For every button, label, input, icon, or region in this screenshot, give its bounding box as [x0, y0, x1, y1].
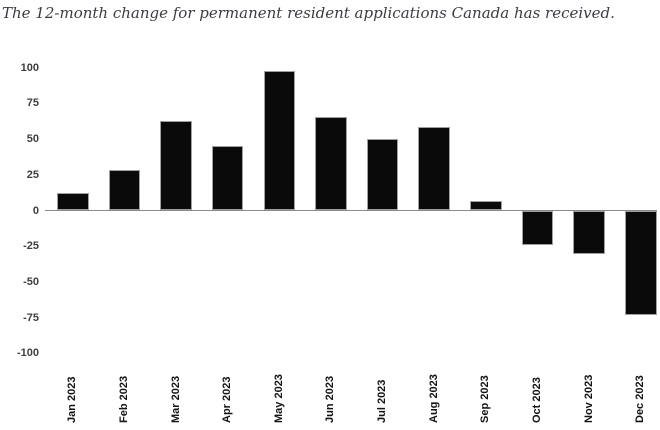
x-axis-label: Sep 2023	[479, 375, 492, 423]
bar-sep-2023	[470, 201, 502, 210]
x-axis-label: Dec 2023	[634, 375, 647, 423]
y-tick-label: 100	[20, 61, 39, 74]
x-axis-label: Oct 2023	[531, 377, 543, 423]
x-axis-label: Apr 2023	[221, 376, 234, 423]
y-tick-label: 25	[26, 168, 39, 181]
bar-nov-2023	[573, 211, 605, 254]
x-axis-label: Jun 2023	[324, 375, 337, 423]
chart-title: The 12-month change for permanent reside…	[2, 4, 615, 22]
x-axis-label: Feb 2023	[117, 375, 130, 423]
x-axis-label: May 2023	[272, 374, 285, 423]
y-tick-label: 75	[26, 97, 39, 110]
x-axis-label: Jul 2023	[376, 379, 389, 423]
x-axis-label: Nov 2023	[582, 374, 595, 423]
bar-oct-2023	[521, 211, 554, 246]
x-axis-label: Aug 2023	[427, 374, 440, 423]
y-tick-label: -25	[23, 240, 39, 253]
bar-mar-2023	[160, 121, 192, 210]
x-axis-label: Mar 2023	[169, 375, 182, 423]
bar-may-2023	[263, 71, 296, 210]
bar-apr-2023	[211, 145, 244, 210]
bar-jun-2023	[315, 117, 347, 210]
bar-jan-2023	[57, 192, 89, 210]
bar-dec-2023	[625, 211, 657, 316]
y-tick-label: 50	[26, 133, 39, 146]
y-tick-label: -75	[23, 311, 39, 324]
bar-jul-2023	[366, 138, 399, 210]
bar-aug-2023	[418, 127, 450, 210]
y-tick-label: -100	[16, 347, 39, 360]
bar-feb-2023	[108, 170, 141, 210]
y-tick-label: 0	[32, 204, 39, 217]
y-tick-label: -50	[23, 275, 39, 288]
x-axis-label: Jan 2023	[66, 376, 79, 423]
x-axis-zero-line	[45, 210, 657, 211]
